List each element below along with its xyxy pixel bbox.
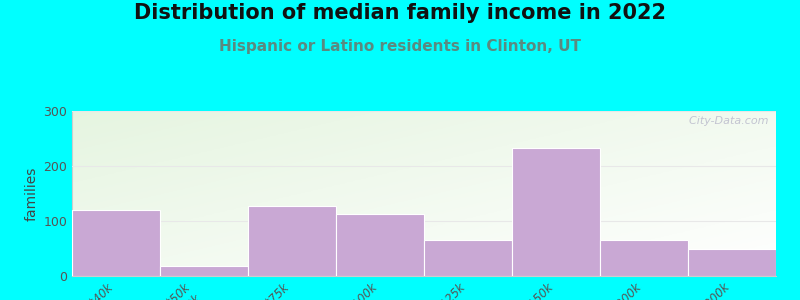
Bar (72, 210, 160, 276)
Text: Hispanic or Latino residents in Clinton, UT: Hispanic or Latino residents in Clinton,… (219, 39, 581, 54)
Bar (600, 240, 688, 276)
Text: Distribution of median family income in 2022: Distribution of median family income in … (134, 3, 666, 23)
Bar (160, 266, 248, 276)
Y-axis label: families: families (25, 166, 39, 221)
Bar (688, 248, 776, 276)
Bar (336, 214, 424, 276)
Bar (424, 240, 512, 276)
Bar (248, 206, 336, 276)
Bar (512, 148, 600, 276)
Text: City-Data.com: City-Data.com (682, 116, 769, 126)
